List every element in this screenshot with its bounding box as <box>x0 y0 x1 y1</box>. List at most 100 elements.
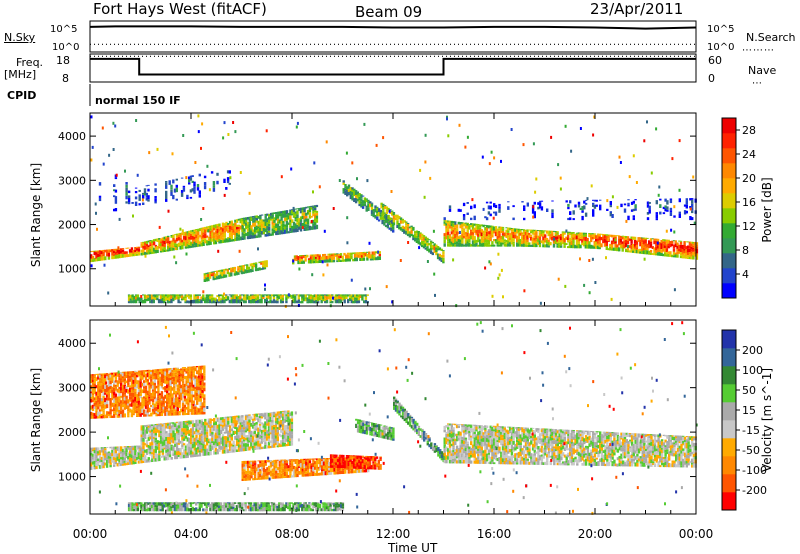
power-cell <box>104 249 107 253</box>
velocity-cell <box>144 425 147 427</box>
power-cell <box>136 297 140 301</box>
power-cell <box>114 189 118 193</box>
power-cell <box>351 187 354 190</box>
velocity-cell <box>181 436 184 441</box>
velocity-cell <box>214 421 218 426</box>
velocity-cell <box>290 418 294 422</box>
power-cell <box>584 236 587 241</box>
power-cell <box>252 217 255 221</box>
velocity-cell <box>485 438 489 442</box>
velocity-cell <box>142 434 145 438</box>
power-cell <box>547 242 550 246</box>
power-cell <box>649 250 653 253</box>
power-cell <box>475 229 478 234</box>
velocity-cell <box>116 463 119 467</box>
power-cell <box>298 226 301 230</box>
velocity-cell <box>190 437 193 442</box>
power-cell <box>197 239 200 244</box>
velocity-cell <box>159 427 163 432</box>
velocity-cell <box>290 428 294 432</box>
power-cell <box>618 235 621 239</box>
power-cell <box>262 262 265 266</box>
power-cell <box>678 240 681 242</box>
velocity-cell <box>487 429 491 434</box>
power-cell <box>225 295 228 299</box>
velocity-cell <box>250 416 253 420</box>
power-cell <box>373 257 376 261</box>
velocity-cell <box>473 437 476 440</box>
power-cell <box>313 294 316 298</box>
power-cell <box>260 261 263 263</box>
velocity-cell <box>193 441 196 444</box>
power-cell <box>241 237 244 240</box>
velocity-cell <box>466 452 469 456</box>
power-cell <box>406 233 410 237</box>
power-cell <box>182 232 186 234</box>
velocity-cell <box>137 461 141 464</box>
velocity-cell <box>439 454 442 459</box>
power-cell <box>507 240 510 244</box>
power-cell <box>198 173 201 177</box>
velocity-cell <box>386 431 390 436</box>
velocity-cell <box>338 454 342 458</box>
velocity-cell <box>455 460 459 464</box>
velocity-cell <box>258 423 262 426</box>
velocity-cell <box>213 437 216 442</box>
power-cell <box>369 201 372 204</box>
power-cell <box>612 234 616 238</box>
power-cell <box>165 199 168 202</box>
power-cell <box>586 241 589 245</box>
power-cell <box>322 299 325 302</box>
power-cell <box>120 251 123 254</box>
power-cell <box>266 213 269 216</box>
power-cell <box>581 206 584 211</box>
power-cell <box>392 213 396 216</box>
power-speckle <box>407 241 410 244</box>
power-cell <box>603 234 607 239</box>
power-cell <box>276 232 280 235</box>
velocity-cell <box>306 460 310 463</box>
power-cell <box>522 243 526 247</box>
power-cell <box>338 294 341 296</box>
velocity-cell <box>368 466 372 470</box>
power-cell <box>405 230 408 235</box>
velocity-cell <box>151 458 154 462</box>
velocity-cell <box>372 459 375 462</box>
velocity-cell <box>374 457 377 462</box>
velocity-cell <box>186 423 189 426</box>
power-speckle <box>171 152 174 156</box>
power-cell <box>116 252 119 255</box>
power-cell <box>334 296 338 300</box>
power-cell <box>649 241 653 244</box>
velocity-cell <box>480 450 483 453</box>
power-cell <box>491 241 494 245</box>
power-cell <box>271 214 274 219</box>
power-cell <box>568 232 572 235</box>
velocity-cell <box>207 451 211 456</box>
power-cell <box>452 236 455 240</box>
velocity-cell <box>370 458 373 461</box>
power-speckle <box>338 179 341 182</box>
cbar-tick-label: 28 <box>742 124 756 137</box>
velocity-cell <box>147 427 150 432</box>
power-cell <box>198 228 202 231</box>
velocity-cell <box>281 410 285 412</box>
velocity-cell <box>459 449 462 453</box>
power-cell <box>186 300 189 304</box>
velocity-cell <box>487 449 491 453</box>
velocity-cell <box>338 467 342 471</box>
power-cell <box>480 243 483 247</box>
power-cell <box>405 228 408 231</box>
power-cell <box>202 227 205 231</box>
velocity-cell <box>470 447 473 451</box>
velocity-cell <box>264 429 267 432</box>
power-cell <box>480 240 483 244</box>
velocity-cell <box>151 426 154 430</box>
velocity-cell <box>207 418 211 421</box>
velocity-cell <box>255 445 258 448</box>
velocity-cell <box>158 440 161 443</box>
power-cell <box>179 237 182 241</box>
velocity-cell <box>448 447 452 451</box>
velocity-cell <box>269 423 272 428</box>
power-cell <box>528 234 531 238</box>
